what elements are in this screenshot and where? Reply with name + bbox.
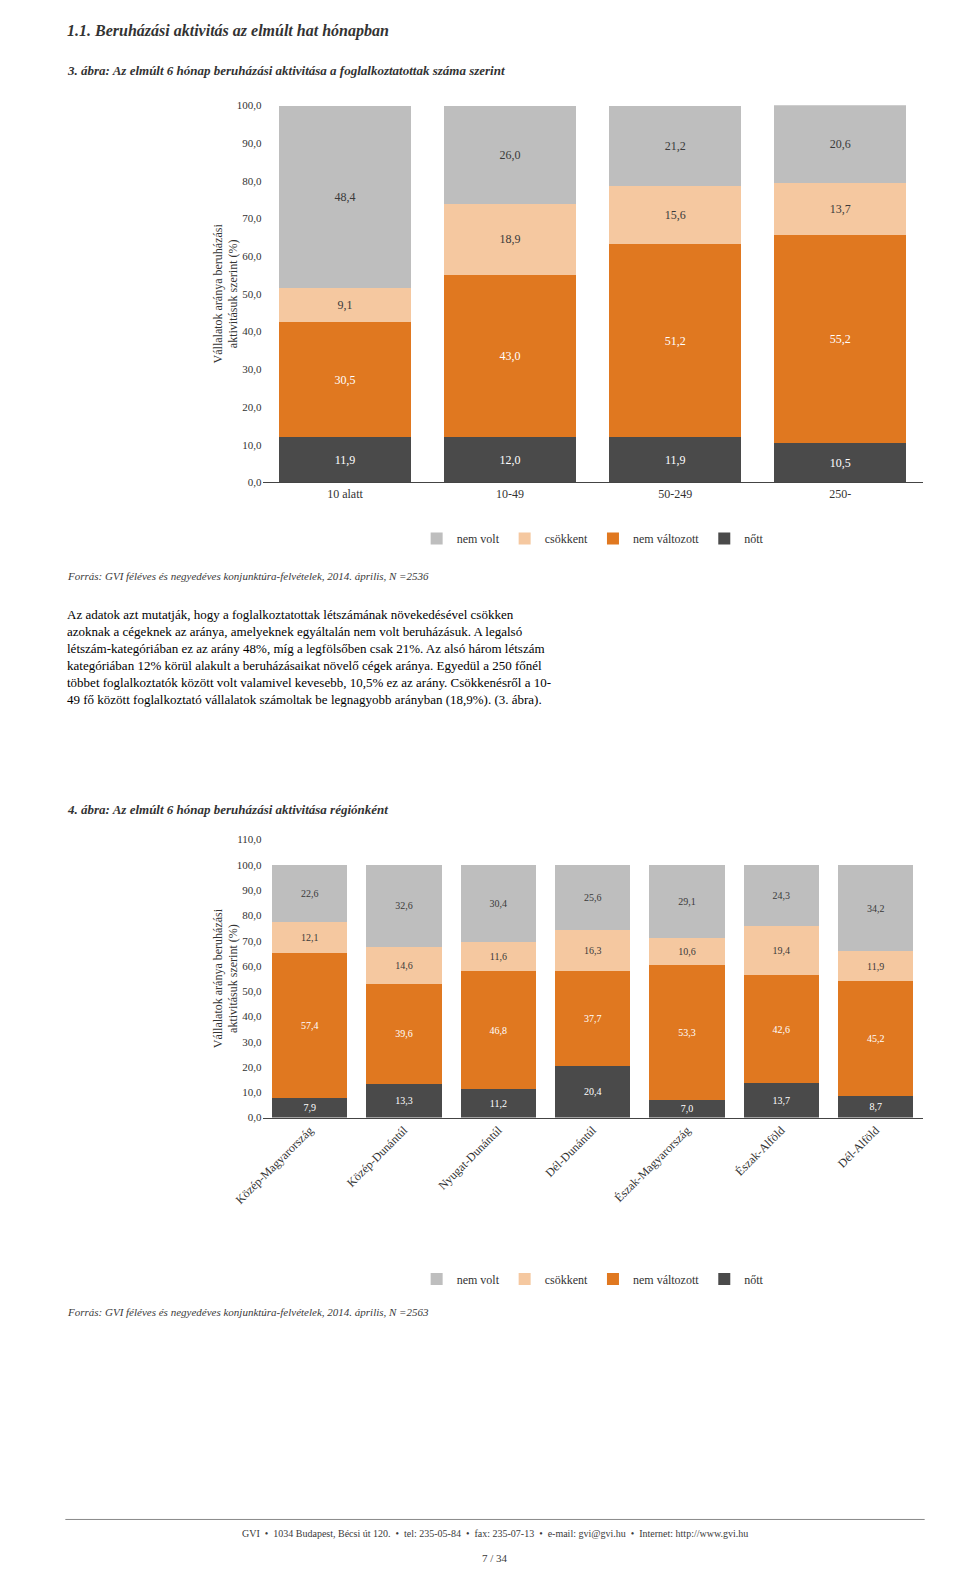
svg-text:14,6: 14,6 — [395, 960, 413, 971]
svg-text:Forrás: GVI féléves és negyedé: Forrás: GVI féléves és negyedéves konjun… — [67, 570, 429, 582]
svg-text:10,0: 10,0 — [242, 1086, 262, 1098]
svg-text:3. ábra: Az elmúlt 6 hónap ber: 3. ábra: Az elmúlt 6 hónap beruházási ak… — [67, 63, 505, 78]
svg-text:11,2: 11,2 — [490, 1098, 507, 1109]
svg-text:7,9: 7,9 — [303, 1102, 316, 1113]
svg-text:43,0: 43,0 — [500, 349, 521, 363]
svg-text:19,4: 19,4 — [773, 945, 791, 956]
svg-text:7 / 34: 7 / 34 — [482, 1552, 508, 1564]
svg-text:0,0: 0,0 — [248, 476, 262, 488]
svg-text:Közép-Dunántúl: Közép-Dunántúl — [344, 1123, 411, 1190]
svg-text:50,0: 50,0 — [242, 985, 262, 997]
svg-text:100,0: 100,0 — [237, 859, 262, 871]
svg-text:45,2: 45,2 — [867, 1033, 885, 1044]
svg-text:80,0: 80,0 — [242, 909, 262, 921]
svg-text:34,2: 34,2 — [867, 903, 885, 914]
svg-text:13,3: 13,3 — [395, 1095, 413, 1106]
svg-text:GVI • 1034 Budapest, Bécsi ú: GVI • 1034 Budapest, Bécsi út 120. • tel… — [242, 1528, 748, 1539]
svg-text:80,0: 80,0 — [242, 175, 262, 187]
svg-text:Vállalatok aránya beruházásiak: Vállalatok aránya beruházásiaktivitásuk … — [211, 224, 241, 364]
svg-text:Dél-Dunántúl: Dél-Dunántúl — [542, 1123, 599, 1180]
svg-text:Közép-Magyarország: Közép-Magyarország — [233, 1123, 316, 1206]
svg-text:12,0: 12,0 — [500, 453, 521, 467]
svg-text:Vállalatok aránya beruházásiak: Vállalatok aránya beruházásiaktivitásuk … — [211, 908, 241, 1048]
svg-text:Dél-Alföld: Dél-Alföld — [835, 1123, 882, 1170]
svg-text:12,1: 12,1 — [301, 932, 319, 943]
svg-text:Nyugat-Dunántúl: Nyugat-Dunántúl — [435, 1123, 505, 1193]
svg-text:40,0: 40,0 — [242, 325, 262, 337]
svg-text:10 alatt: 10 alatt — [327, 487, 363, 501]
svg-text:16,3: 16,3 — [584, 945, 602, 956]
svg-text:48,4: 48,4 — [335, 190, 356, 204]
svg-text:nőtt: nőtt — [744, 1273, 763, 1287]
svg-text:nem változott: nem változott — [633, 532, 699, 546]
svg-text:32,6: 32,6 — [395, 900, 413, 911]
svg-text:10,6: 10,6 — [678, 946, 696, 957]
svg-text:Észak-Magyarország: Észak-Magyarország — [612, 1123, 694, 1205]
svg-text:9,1: 9,1 — [338, 298, 353, 312]
svg-text:250-: 250- — [829, 487, 851, 501]
svg-text:46,8: 46,8 — [490, 1025, 508, 1036]
svg-text:13,7: 13,7 — [830, 202, 851, 216]
svg-text:20,0: 20,0 — [242, 1061, 262, 1073]
svg-text:53,3: 53,3 — [678, 1027, 696, 1038]
svg-text:39,6: 39,6 — [395, 1028, 413, 1039]
svg-text:nem volt: nem volt — [457, 532, 500, 546]
svg-text:nőtt: nőtt — [744, 532, 763, 546]
svg-text:25,6: 25,6 — [584, 892, 602, 903]
svg-text:22,6: 22,6 — [301, 888, 319, 899]
svg-text:7,0: 7,0 — [681, 1103, 694, 1114]
svg-text:11,9: 11,9 — [867, 961, 884, 972]
svg-text:24,3: 24,3 — [773, 890, 791, 901]
svg-text:20,4: 20,4 — [584, 1086, 602, 1097]
svg-text:0,0: 0,0 — [248, 1111, 262, 1123]
svg-text:csökkent: csökkent — [545, 532, 588, 546]
svg-text:50,0: 50,0 — [242, 288, 262, 300]
svg-text:11,9: 11,9 — [335, 453, 356, 467]
svg-text:Forrás: GVI féléves és negyedé: Forrás: GVI féléves és negyedéves konjun… — [67, 1306, 429, 1318]
svg-text:42,6: 42,6 — [773, 1024, 791, 1035]
svg-text:70,0: 70,0 — [242, 935, 262, 947]
svg-text:11,6: 11,6 — [490, 951, 507, 962]
svg-text:1.1. Beruházási aktivitás az e: 1.1. Beruházási aktivitás az elmúlt hat … — [67, 22, 389, 40]
svg-text:10,0: 10,0 — [242, 439, 262, 451]
svg-text:Az adatok azt mutatják, hogy a: Az adatok azt mutatják, hogy a foglalkoz… — [67, 607, 551, 707]
svg-text:30,0: 30,0 — [242, 1036, 262, 1048]
svg-text:70,0: 70,0 — [242, 212, 262, 224]
svg-text:10-49: 10-49 — [496, 487, 524, 501]
svg-text:29,1: 29,1 — [678, 896, 696, 907]
svg-text:11,9: 11,9 — [665, 453, 686, 467]
svg-text:60,0: 60,0 — [242, 960, 262, 972]
svg-text:90,0: 90,0 — [242, 137, 262, 149]
svg-text:30,0: 30,0 — [242, 363, 262, 375]
svg-text:8,7: 8,7 — [869, 1101, 882, 1112]
svg-text:18,9: 18,9 — [500, 232, 521, 246]
svg-text:10,5: 10,5 — [830, 456, 851, 470]
svg-text:Észak-Alföld: Észak-Alföld — [733, 1123, 788, 1178]
svg-text:100,0: 100,0 — [237, 99, 262, 111]
svg-text:37,7: 37,7 — [584, 1013, 602, 1024]
svg-text:51,2: 51,2 — [665, 334, 686, 348]
svg-text:30,4: 30,4 — [490, 898, 508, 909]
svg-text:15,6: 15,6 — [665, 208, 686, 222]
svg-text:57,4: 57,4 — [301, 1020, 319, 1031]
svg-text:50-249: 50-249 — [658, 487, 692, 501]
svg-text:nem változott: nem változott — [633, 1273, 699, 1287]
svg-text:40,0: 40,0 — [242, 1010, 262, 1022]
svg-text:110,0: 110,0 — [237, 833, 262, 845]
svg-text:20,6: 20,6 — [830, 137, 851, 151]
svg-text:20,0: 20,0 — [242, 401, 262, 413]
svg-text:csökkent: csökkent — [545, 1273, 588, 1287]
svg-text:30,5: 30,5 — [335, 373, 356, 387]
svg-text:55,2: 55,2 — [830, 332, 851, 346]
svg-text:90,0: 90,0 — [242, 884, 262, 896]
svg-text:60,0: 60,0 — [242, 250, 262, 262]
svg-text:13,7: 13,7 — [773, 1095, 791, 1106]
svg-text:4. ábra: Az elmúlt 6 hónap ber: 4. ábra: Az elmúlt 6 hónap beruházási ak… — [67, 802, 388, 817]
svg-text:21,2: 21,2 — [665, 139, 686, 153]
svg-text:nem volt: nem volt — [457, 1273, 500, 1287]
svg-text:26,0: 26,0 — [500, 148, 521, 162]
